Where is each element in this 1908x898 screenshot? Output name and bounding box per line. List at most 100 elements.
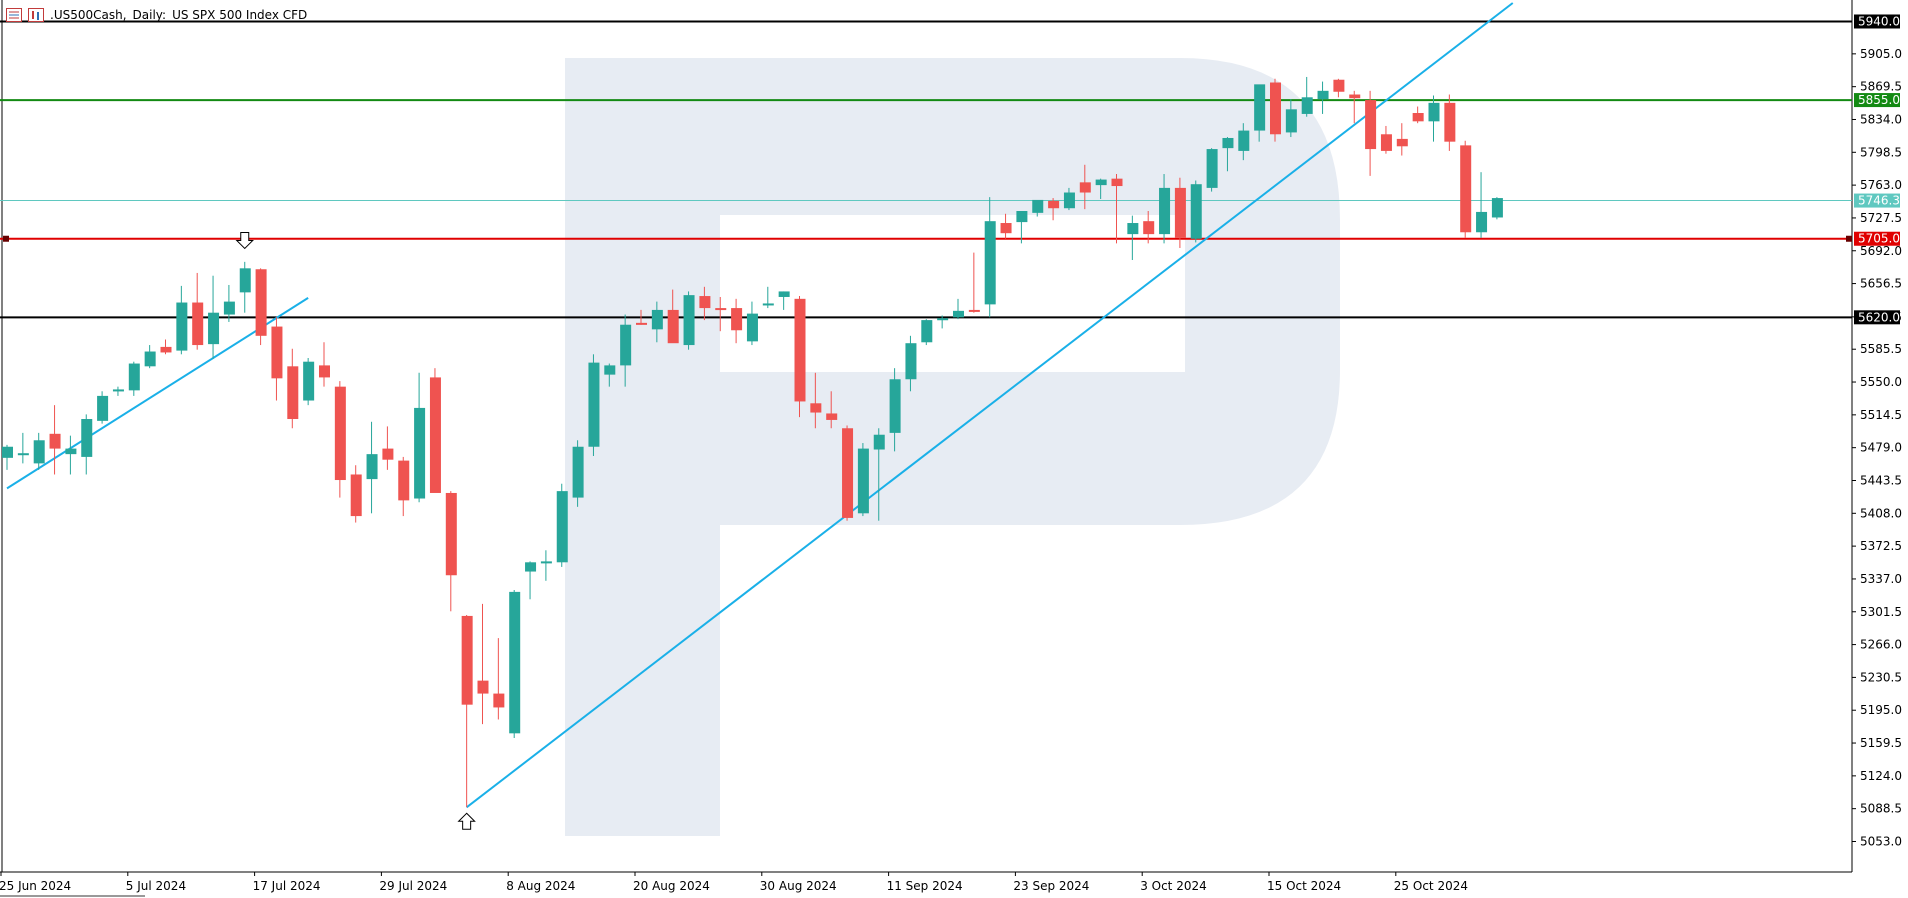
level-anchor-left[interactable] [3, 235, 9, 242]
candle[interactable] [97, 391, 109, 424]
candle[interactable] [1095, 178, 1107, 199]
candle[interactable] [588, 354, 600, 456]
candle[interactable] [794, 296, 806, 418]
candle[interactable] [1190, 180, 1202, 243]
candle[interactable] [65, 435, 77, 475]
candle[interactable] [1349, 90, 1361, 124]
candle[interactable] [461, 614, 473, 808]
candle[interactable] [683, 291, 695, 350]
horizontal-levels[interactable] [0, 20, 1852, 319]
candle[interactable] [778, 291, 790, 310]
candle[interactable] [1032, 199, 1044, 217]
candle[interactable] [382, 426, 394, 470]
candle[interactable] [429, 368, 441, 493]
candle[interactable] [160, 339, 172, 355]
candle[interactable] [1270, 78, 1281, 142]
candle[interactable] [239, 261, 251, 313]
candle[interactable] [350, 465, 362, 523]
candle[interactable] [493, 638, 505, 720]
candle[interactable] [1048, 198, 1060, 221]
candle[interactable] [1428, 95, 1440, 142]
candle[interactable] [1380, 125, 1392, 154]
candle[interactable] [731, 298, 743, 344]
candle[interactable] [540, 550, 552, 581]
candle[interactable] [287, 348, 299, 429]
candle[interactable] [1317, 81, 1329, 114]
candle[interactable] [509, 590, 521, 738]
candle[interactable] [81, 414, 93, 475]
candle[interactable] [1412, 106, 1424, 124]
candle[interactable] [1254, 84, 1266, 142]
up-arrow-marker-icon[interactable] [457, 812, 476, 830]
candle[interactable] [1365, 90, 1377, 176]
candle[interactable] [445, 491, 457, 612]
candle[interactable] [953, 298, 964, 320]
candle[interactable] [667, 289, 679, 344]
candle[interactable] [1206, 148, 1218, 192]
down-arrow-marker-icon[interactable] [235, 231, 254, 250]
trendline-rising-support[interactable] [466, 2, 1514, 809]
candle[interactable] [128, 361, 140, 396]
candle[interactable] [556, 483, 568, 567]
bar-chart-icon[interactable] [28, 8, 44, 22]
candle[interactable] [525, 561, 537, 600]
candle[interactable] [762, 286, 774, 309]
candle[interactable] [1159, 174, 1171, 244]
candle[interactable] [604, 363, 616, 387]
candle[interactable] [968, 252, 980, 313]
candle[interactable] [2, 444, 13, 470]
price-axis[interactable]: 5905.0 5869.5 5834.0 5798.5 5763.0 5727.5 5692… [1852, 47, 1902, 849]
candle[interactable] [651, 301, 663, 343]
candle[interactable] [620, 314, 632, 387]
candle[interactable] [1444, 94, 1456, 151]
time-axis[interactable]: 25 Jun 2024 5 Jul 2024 17 Jul 2024 29 Jul 2… [0, 872, 1468, 893]
candle[interactable] [49, 405, 61, 475]
candle[interactable] [1301, 76, 1313, 117]
candle[interactable] [921, 319, 933, 346]
candle[interactable] [636, 309, 647, 325]
candle[interactable] [905, 335, 917, 392]
candle[interactable] [1174, 177, 1186, 248]
candle[interactable] [1396, 123, 1408, 156]
candle[interactable] [144, 345, 156, 369]
candle[interactable] [1127, 215, 1139, 261]
candle[interactable] [984, 197, 996, 318]
candle[interactable] [17, 432, 29, 464]
candle[interactable] [1063, 187, 1075, 211]
candle[interactable] [1000, 213, 1012, 239]
candle[interactable] [842, 425, 854, 521]
candle[interactable] [857, 443, 869, 517]
candle[interactable] [176, 285, 188, 355]
candle[interactable] [366, 421, 378, 514]
candle[interactable] [255, 268, 267, 346]
candle[interactable] [1476, 172, 1488, 238]
candle[interactable] [746, 301, 758, 346]
candle[interactable] [208, 275, 220, 359]
candle[interactable] [1079, 164, 1091, 210]
candle[interactable] [1222, 137, 1234, 172]
candle[interactable] [303, 357, 315, 406]
candle[interactable] [889, 368, 901, 452]
candle[interactable] [1333, 78, 1345, 98]
candle[interactable] [715, 296, 727, 332]
candle[interactable] [334, 381, 346, 498]
candle[interactable] [477, 603, 489, 725]
candles[interactable] [2, 76, 1503, 808]
arrow-markers[interactable] [235, 231, 476, 830]
chart-type-icon[interactable] [6, 8, 22, 22]
candle[interactable] [873, 428, 885, 521]
candle[interactable] [112, 386, 124, 396]
candle[interactable] [192, 272, 204, 350]
candle[interactable] [398, 456, 410, 517]
candle[interactable] [1143, 211, 1155, 244]
candle[interactable] [810, 372, 822, 429]
candle[interactable] [1111, 174, 1123, 244]
candle[interactable] [826, 391, 838, 429]
candle[interactable] [699, 286, 711, 321]
candle[interactable] [937, 315, 949, 329]
candle[interactable] [271, 317, 283, 401]
candle[interactable] [1285, 99, 1297, 138]
candle[interactable] [1016, 211, 1028, 244]
